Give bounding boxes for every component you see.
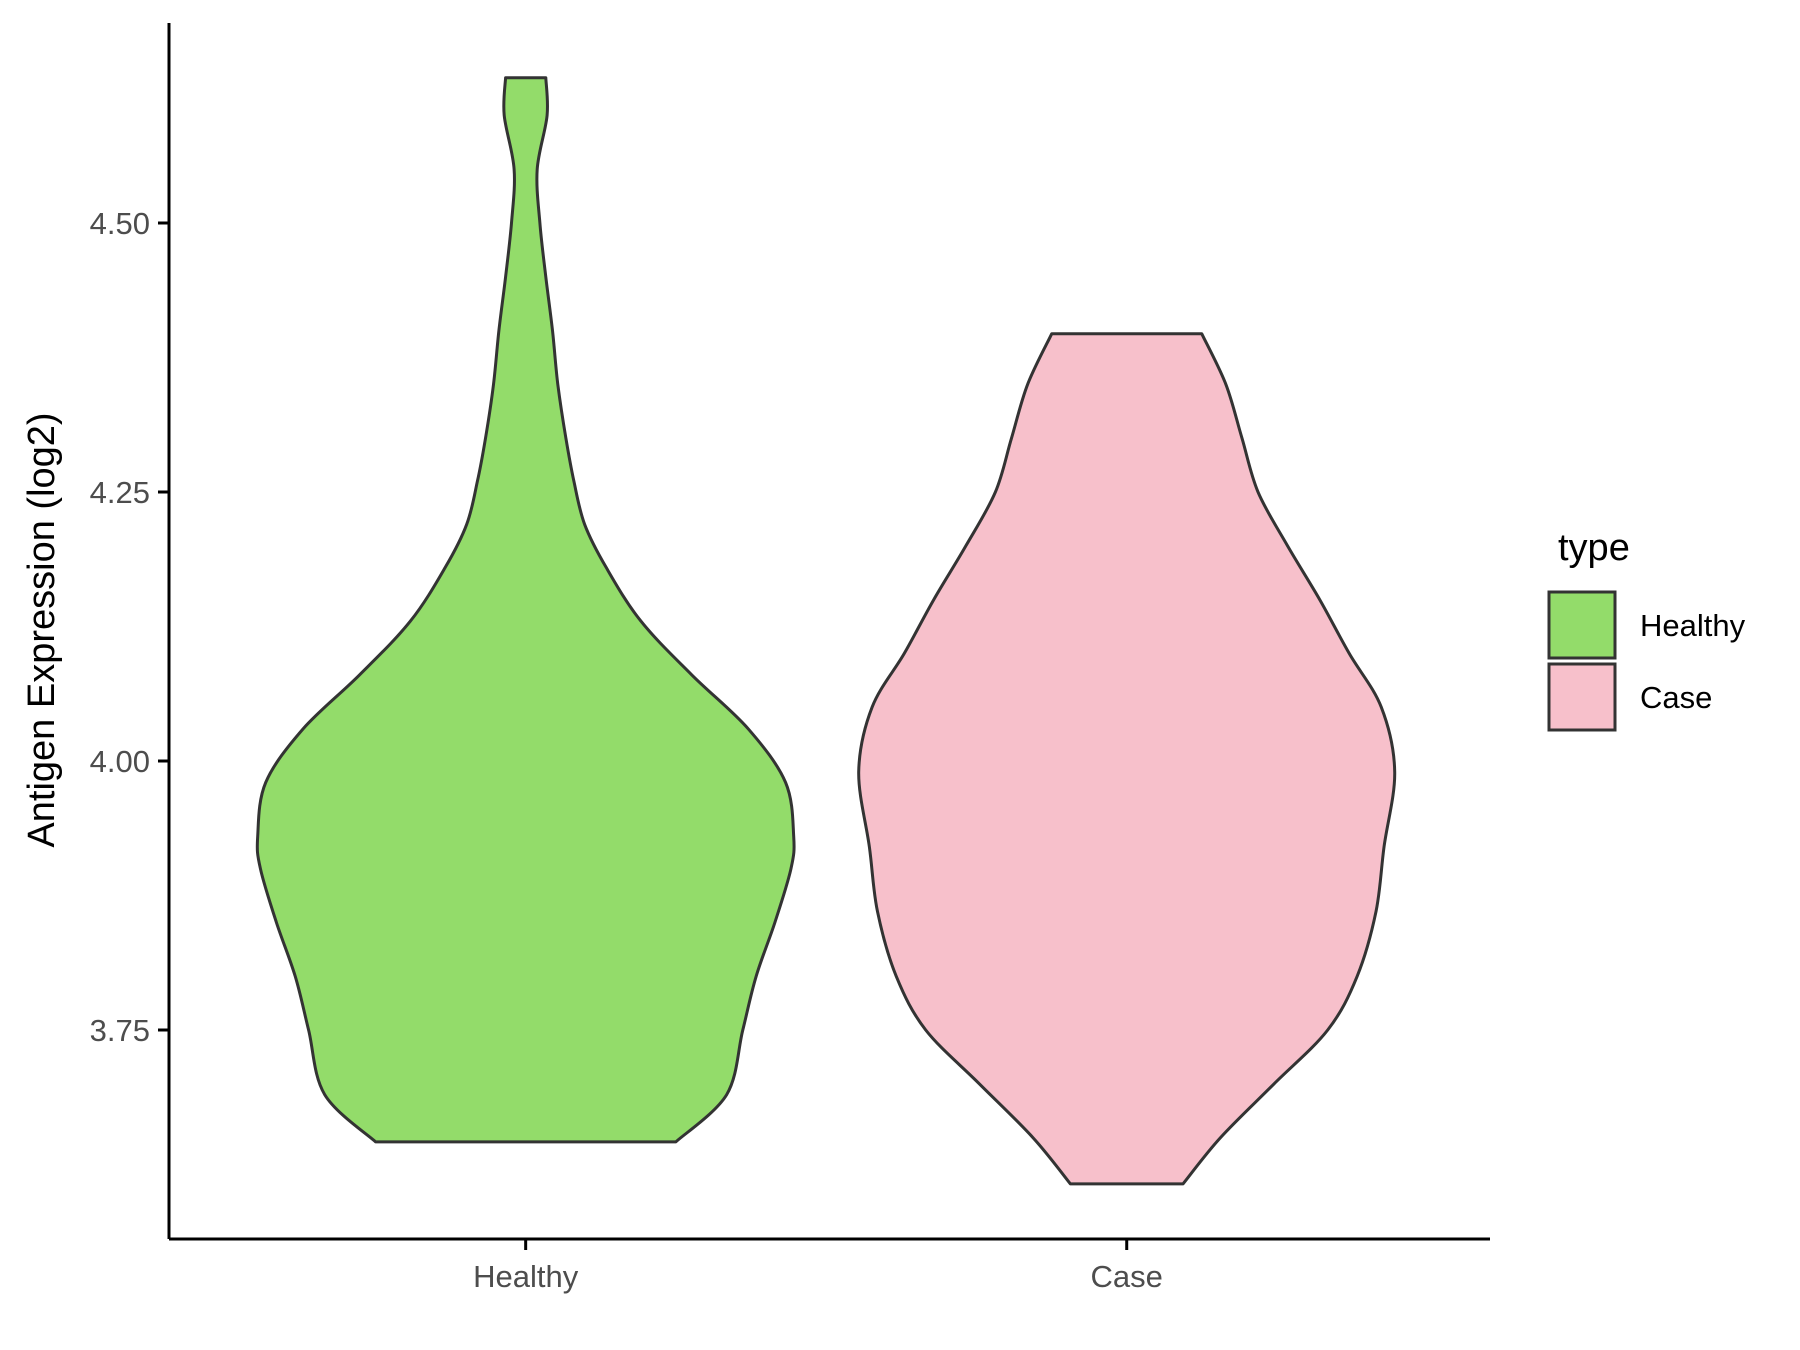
legend-items: Healthy Case: [1547, 590, 1746, 732]
violin-case: [857, 332, 1397, 1186]
violins-layer: [255, 76, 1397, 1186]
y-tick-label: 4.50: [90, 206, 150, 241]
y-axis-title: Antigen Expression (log2): [21, 412, 63, 847]
legend-swatch-case: [1547, 662, 1617, 732]
x-tick-label: Healthy: [473, 1259, 579, 1294]
y-tick-label: 4.25: [90, 475, 150, 510]
y-tick-label: 4.00: [90, 744, 150, 779]
y-tick-label: 3.75: [90, 1013, 150, 1048]
legend-label: Case: [1640, 680, 1712, 715]
x-tick-label: Case: [1091, 1259, 1163, 1294]
x-ticks: Healthy Case: [473, 1239, 1163, 1294]
violin-healthy: [255, 76, 796, 1144]
legend-title: type: [1558, 527, 1630, 569]
legend-swatch-healthy: [1547, 590, 1617, 660]
legend: type Healthy Case: [1547, 527, 1746, 732]
y-ticks: 3.75 4.00 4.25 4.50: [90, 206, 169, 1048]
legend-label: Healthy: [1640, 608, 1746, 643]
